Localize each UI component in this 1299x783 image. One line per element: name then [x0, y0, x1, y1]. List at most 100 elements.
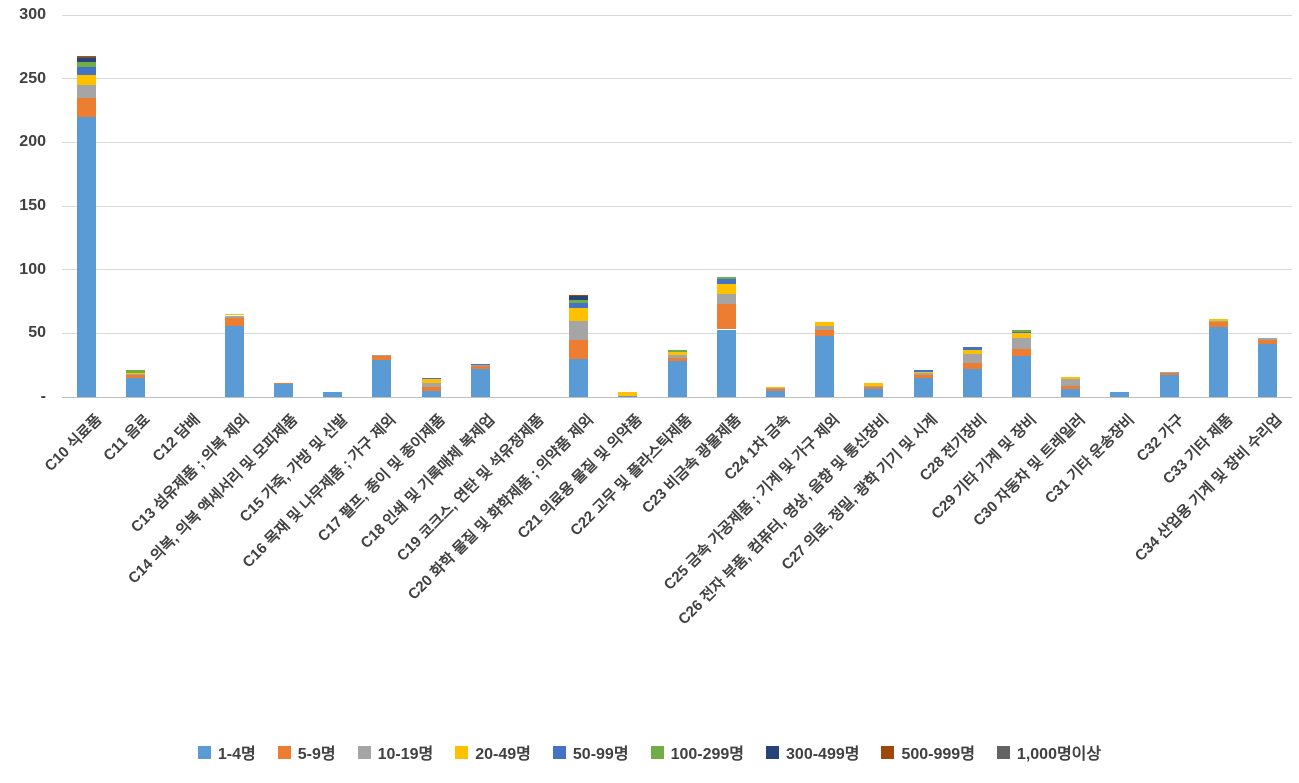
bar-segment — [765, 389, 785, 391]
legend-item: 1-4명 — [197, 740, 256, 764]
bar-segment — [77, 67, 97, 75]
bar-segment — [1110, 391, 1130, 397]
bar-segment — [1011, 348, 1031, 357]
bar-segment — [1257, 339, 1277, 344]
bar-segment — [1208, 320, 1228, 322]
bar-segment — [864, 389, 884, 397]
bar-segment — [716, 329, 736, 397]
gridline — [62, 396, 1292, 398]
bar-segment — [126, 375, 146, 378]
bar-segment — [1011, 338, 1031, 349]
bar-segment — [1011, 329, 1031, 333]
bar-segment — [323, 391, 343, 397]
legend-swatch — [996, 745, 1010, 759]
legend-item: 500-999명 — [881, 740, 975, 764]
legend-item: 100-299명 — [650, 740, 745, 764]
bar-segment — [224, 325, 244, 397]
legend-label: 100-299명 — [670, 746, 745, 763]
legend-swatch — [766, 745, 780, 759]
bar-segment — [77, 55, 97, 57]
bar-segment — [77, 97, 97, 117]
legend-label: 5-9명 — [297, 746, 336, 763]
bar-segment — [962, 362, 982, 369]
y-axis-tick-label: 200 — [19, 133, 46, 151]
bar-segment — [667, 349, 687, 353]
bar-segment — [224, 314, 244, 316]
bar-segment — [716, 293, 736, 305]
gridline — [62, 14, 1292, 16]
bar-segment — [77, 85, 97, 98]
bar-segment — [421, 390, 441, 397]
bar-segment — [815, 335, 835, 397]
legend-swatch — [197, 745, 211, 759]
bar-segment — [962, 368, 982, 397]
bar-segment — [1257, 338, 1277, 340]
bar-segment — [667, 354, 687, 358]
legend-label: 10-19명 — [377, 746, 434, 763]
bar-segment — [421, 379, 441, 383]
bar-segment — [470, 365, 490, 367]
bar-segment — [569, 320, 589, 340]
bar-segment — [421, 386, 441, 391]
bar-segment — [913, 370, 933, 372]
bar-segment — [273, 382, 293, 385]
bar-segment — [126, 374, 146, 376]
bar-segment — [273, 384, 293, 397]
bar-segment — [815, 321, 835, 326]
bar-segment — [569, 302, 589, 308]
bar-segment — [569, 339, 589, 359]
bar-segment — [569, 307, 589, 321]
bar-segment — [962, 347, 982, 350]
y-axis-tick-label: 300 — [19, 6, 46, 23]
bar-segment — [372, 354, 392, 357]
bar-segment — [618, 391, 638, 396]
chart-legend: 1-4명 5-9명 10-19명 20-49명 50-99명 100-299명 300-49… — [0, 740, 1299, 764]
legend-swatch — [357, 745, 371, 759]
gridline — [62, 78, 1292, 80]
bar-segment — [1061, 379, 1081, 386]
legend-swatch — [552, 745, 566, 759]
bar-segment — [224, 318, 244, 326]
x-axis-label: C10 식료품 — [41, 411, 105, 475]
legend-item: 300-499명 — [766, 740, 859, 764]
bar-segment — [913, 377, 933, 397]
bar-segment — [716, 277, 736, 279]
legend-item: 1,000명이상 — [996, 740, 1101, 764]
legend-label: 20-49명 — [475, 746, 531, 763]
gridline — [62, 141, 1292, 143]
bar-segment — [372, 360, 392, 397]
bar-segment — [716, 278, 736, 284]
legend-swatch — [881, 745, 895, 759]
bar-segment — [77, 57, 97, 59]
bar-segment — [716, 283, 736, 294]
bar-segment — [864, 382, 884, 386]
legend-item: 5-9명 — [277, 740, 336, 764]
bar-segment — [815, 329, 835, 336]
bar-segment — [126, 370, 146, 373]
legend-item: 50-99명 — [552, 740, 629, 764]
legend-swatch — [455, 745, 469, 759]
bar-segment — [569, 300, 589, 303]
bar-segment — [1257, 343, 1277, 397]
y-axis-tick-label: - — [40, 388, 46, 405]
bar-segment — [77, 116, 97, 397]
gridline — [62, 332, 1292, 334]
x-axis-label: C11 음료 — [100, 411, 154, 465]
bar-segment — [962, 349, 982, 354]
bar-segment — [815, 325, 835, 330]
bar-segment — [1159, 375, 1179, 397]
bar-segment — [1208, 321, 1228, 327]
bar-segment — [716, 304, 736, 330]
legend-label: 1-4명 — [217, 746, 256, 763]
bar-segment — [765, 386, 785, 389]
bar-segment — [913, 375, 933, 378]
legend-item: 10-19명 — [357, 740, 434, 764]
bar-segment — [77, 58, 97, 63]
y-axis-tick-label: 100 — [19, 260, 46, 278]
gridline — [62, 205, 1292, 207]
bar-segment — [77, 62, 97, 68]
bar-segment — [765, 388, 785, 390]
bar-segment — [569, 358, 589, 397]
legend-swatch — [650, 745, 664, 759]
bar-segment — [126, 372, 146, 375]
